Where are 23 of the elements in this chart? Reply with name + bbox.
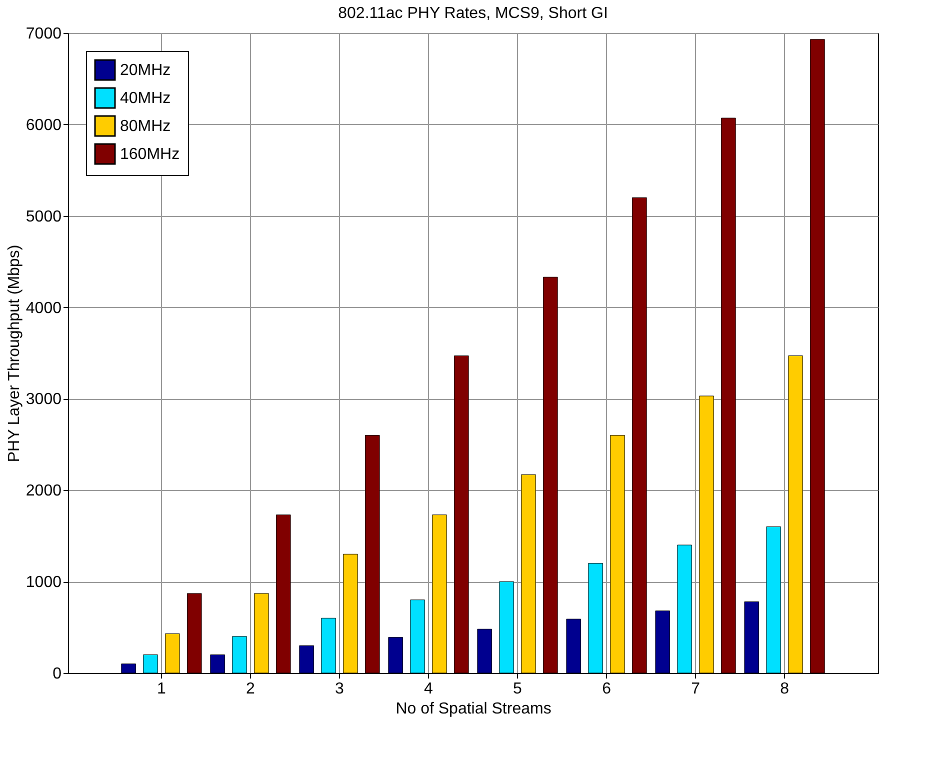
x-tick-label: 4: [424, 680, 434, 698]
y-tick-label: 5000: [26, 208, 62, 226]
y-tick-label: 2000: [26, 482, 62, 500]
legend-label: 40MHz: [120, 90, 171, 107]
legend-label: 80MHz: [120, 118, 171, 135]
legend-label: 20MHz: [120, 62, 171, 79]
chart-title: 802.11ac PHY Rates, MCS9, Short GI: [338, 5, 608, 22]
x-tick-label: 2: [246, 680, 256, 698]
y-tick-label: 3000: [26, 391, 62, 408]
x-axis-title: No of Spatial Streams: [396, 700, 552, 718]
x-tick-label: 1: [157, 680, 166, 698]
x-tick-label: 7: [691, 680, 700, 698]
y-axis-title: PHY Layer Throughput (Mbps): [6, 244, 23, 462]
y-tick-label: 6000: [26, 116, 62, 134]
x-tick-label: 8: [780, 680, 790, 698]
x-tick-label: 6: [602, 680, 612, 698]
x-tick-label: 5: [513, 680, 522, 698]
legend-label: 160MHz: [120, 146, 180, 163]
x-tick-label: 3: [335, 680, 344, 698]
y-tick-label: 0: [52, 666, 62, 682]
y-tick-label: 1000: [26, 574, 62, 592]
y-tick-label: 4000: [26, 300, 62, 317]
y-tick-label: 7000: [26, 26, 62, 42]
